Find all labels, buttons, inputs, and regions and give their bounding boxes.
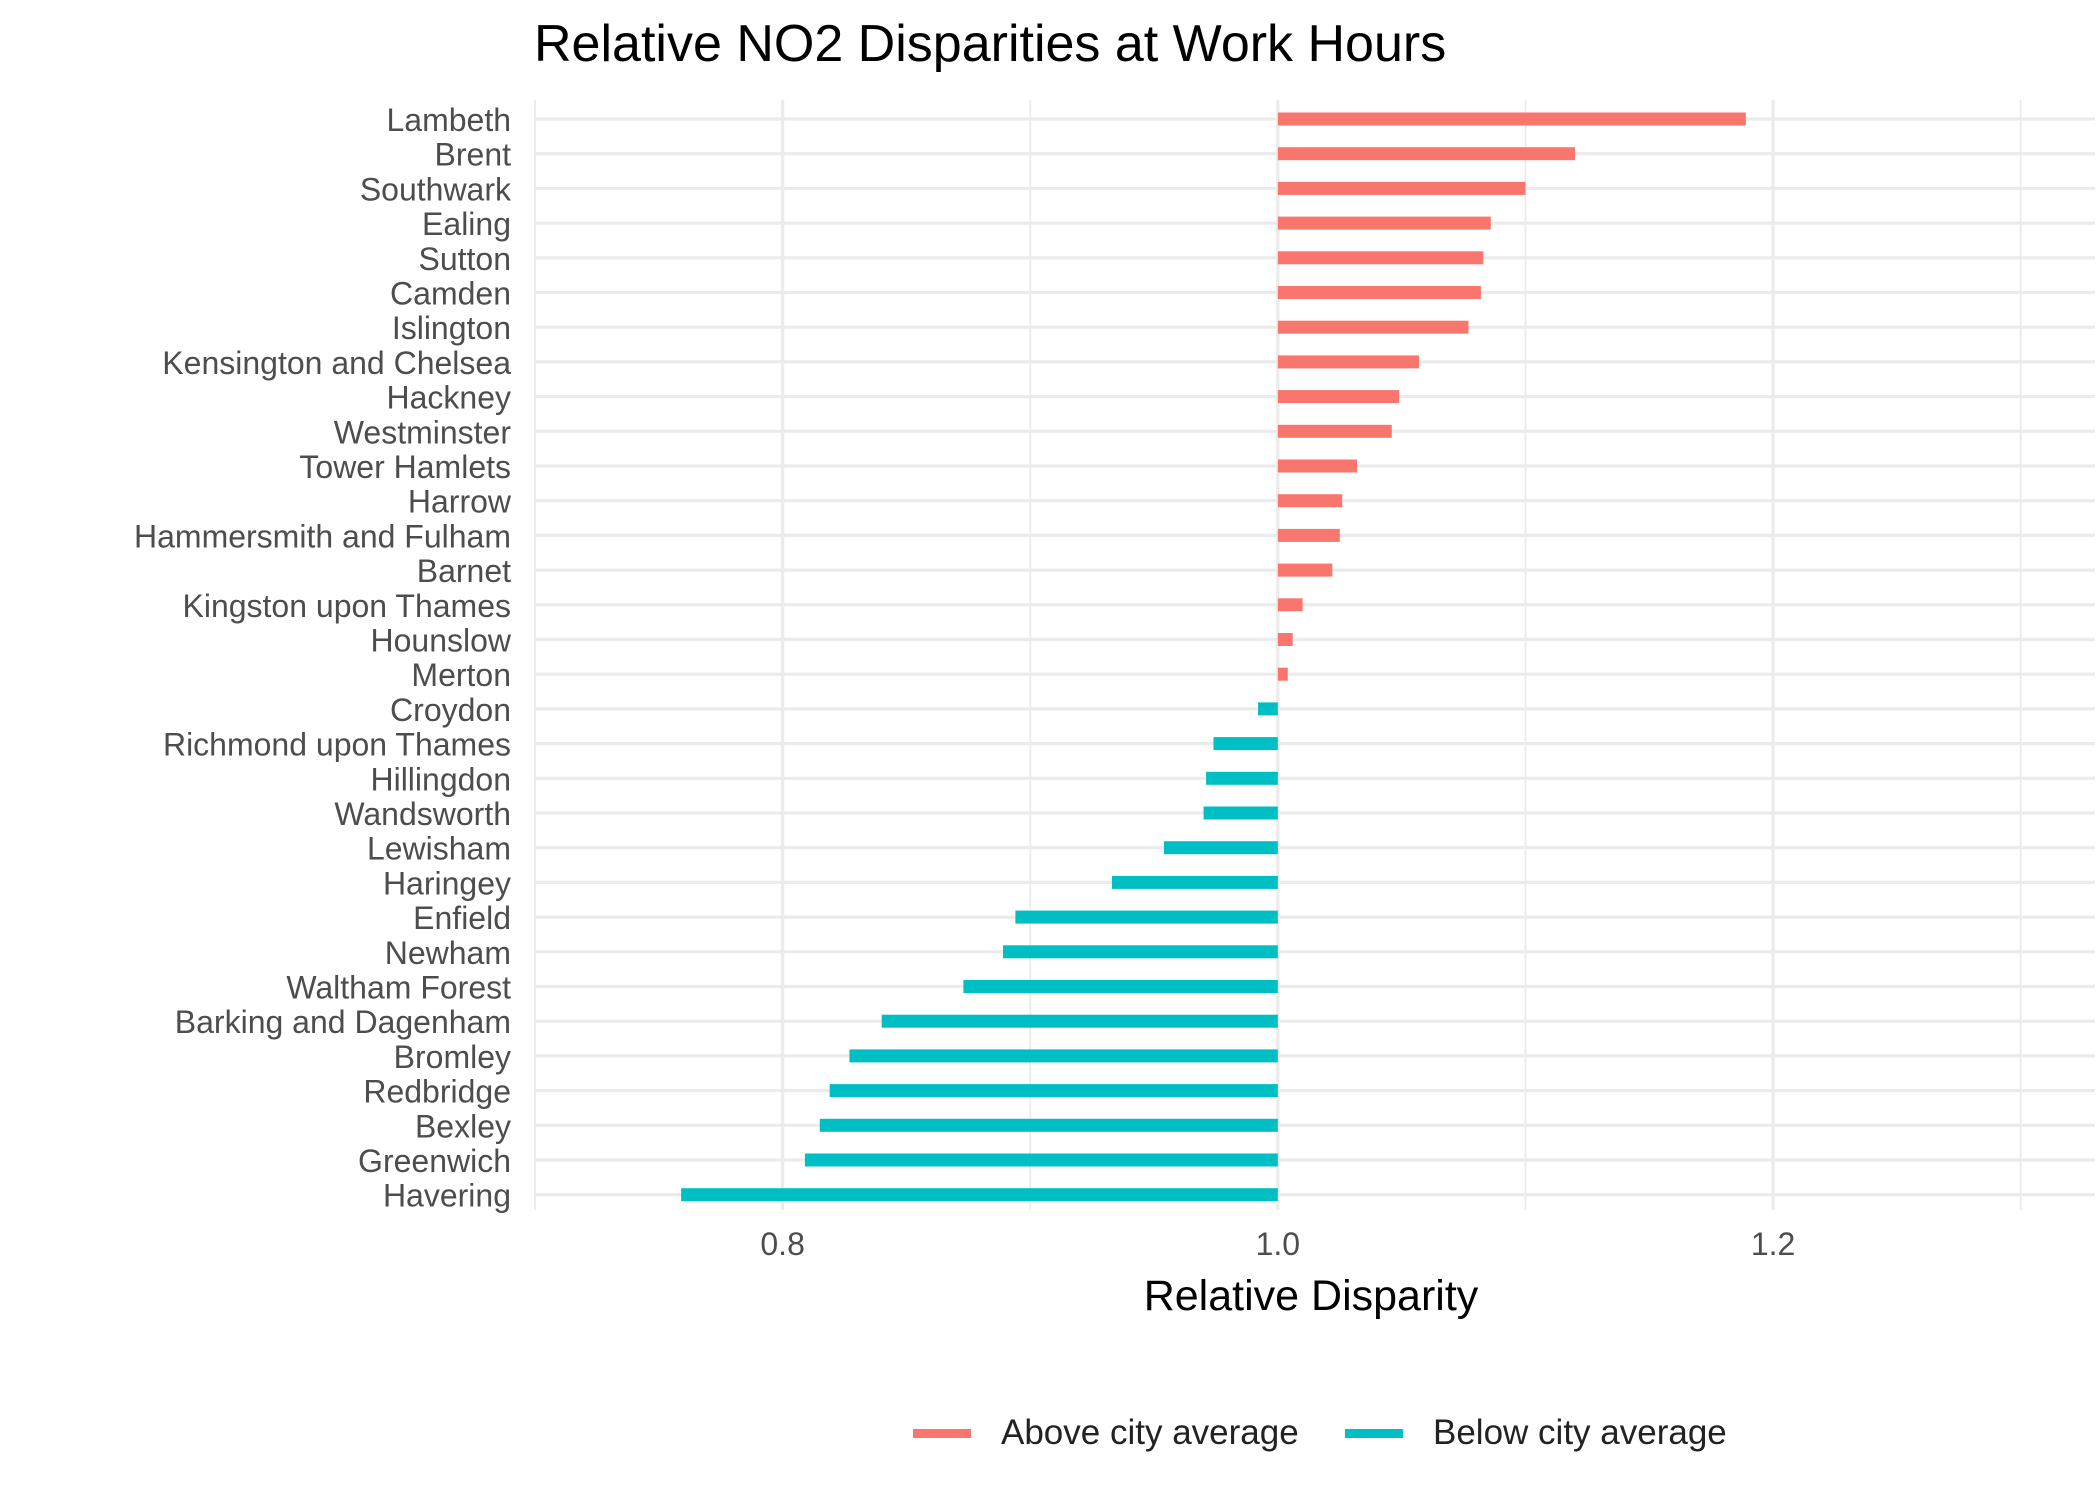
- bar-camden: [1277, 286, 1481, 299]
- bar-islington: [1277, 320, 1469, 334]
- bar-sutton: [1277, 251, 1484, 265]
- legend-label-below: Below city average: [1433, 1413, 1727, 1452]
- bar-hounslow: [1277, 633, 1293, 646]
- bar-newham: [1003, 945, 1278, 959]
- bar-tower-hamlets: [1277, 459, 1358, 473]
- y-axis-label: Southwark: [360, 171, 512, 207]
- grid-lines: [534, 100, 2095, 1210]
- bar-harrow: [1277, 494, 1343, 508]
- bar-kingston-upon-thames: [1277, 598, 1303, 612]
- bar-bexley: [819, 1118, 1278, 1132]
- y-axis-label: Bromley: [394, 1039, 511, 1075]
- bar-waltham-forest: [963, 980, 1278, 993]
- x-axis-ticks: 0.8 1.0 1.2: [760, 1226, 1795, 1262]
- bar-barking-and-dagenham: [881, 1014, 1278, 1028]
- y-axis-label: Haringey: [383, 865, 511, 901]
- bar-barnet: [1277, 563, 1333, 577]
- bars: [681, 112, 1746, 1202]
- y-axis-label: Hounslow: [370, 623, 511, 659]
- bar-haringey: [1111, 875, 1278, 889]
- y-axis-label: Lewisham: [367, 831, 511, 867]
- y-axis-label: Croydon: [390, 692, 511, 728]
- bar-brent: [1277, 147, 1575, 161]
- y-axis-label: Kingston upon Thames: [182, 588, 511, 624]
- y-axis-label: Kensington and Chelsea: [162, 345, 511, 381]
- bar-redbridge: [829, 1084, 1278, 1098]
- y-axis-label: Newham: [385, 935, 511, 971]
- bar-ealing: [1277, 216, 1491, 230]
- y-axis-label: Harrow: [408, 484, 512, 520]
- y-axis-label: Enfield: [413, 900, 511, 936]
- y-axis-label: Redbridge: [363, 1074, 511, 1110]
- y-axis-label: Lambeth: [386, 102, 511, 138]
- y-axis-label: Hillingdon: [370, 761, 511, 797]
- y-axis-label: Brent: [435, 137, 512, 173]
- bar-greenwich: [804, 1153, 1278, 1167]
- bar-lambeth: [1277, 112, 1746, 126]
- y-axis-label: Camden: [390, 276, 511, 312]
- y-axis-label: Waltham Forest: [286, 970, 511, 1006]
- bar-lewisham: [1163, 841, 1278, 855]
- y-axis-label: Hackney: [387, 380, 512, 416]
- legend-label-above: Above city average: [1001, 1413, 1299, 1452]
- legend: Above city average Below city average: [0, 1408, 2100, 1458]
- y-axis-label: Greenwich: [358, 1143, 511, 1179]
- y-axis-label: Ealing: [422, 206, 511, 242]
- legend-swatch-above: [913, 1428, 971, 1438]
- bar-bromley: [849, 1049, 1278, 1063]
- y-axis-label: Sutton: [418, 241, 511, 277]
- bar-havering: [681, 1188, 1278, 1202]
- y-axis-label: Islington: [392, 310, 511, 346]
- bar-richmond-upon-thames: [1213, 737, 1278, 751]
- bar-wandsworth: [1203, 806, 1278, 820]
- bar-merton: [1277, 667, 1288, 681]
- bar-hammersmith-and-fulham: [1277, 528, 1340, 542]
- y-axis-label: Wandsworth: [334, 796, 511, 832]
- bar-southwark: [1277, 181, 1526, 195]
- y-axis-label: Westminster: [334, 414, 512, 450]
- y-axis-label: Richmond upon Thames: [163, 727, 511, 763]
- x-tick-label: 0.8: [760, 1226, 804, 1262]
- bar-enfield: [1015, 910, 1278, 924]
- x-axis-title: Relative Disparity: [1144, 1272, 1479, 1320]
- y-axis-label: Hammersmith and Fulham: [134, 518, 511, 554]
- y-axis-label: Barnet: [417, 553, 511, 589]
- y-axis-label: Barking and Dagenham: [175, 1004, 511, 1040]
- x-tick-label: 1.0: [1256, 1226, 1300, 1262]
- y-axis-label: Tower Hamlets: [299, 449, 511, 485]
- y-axis-label: Merton: [411, 657, 511, 693]
- y-axis-label: Havering: [383, 1178, 511, 1214]
- legend-item-above: Above city average: [913, 1408, 1299, 1458]
- x-tick-label: 1.2: [1751, 1226, 1795, 1262]
- chart-title: Relative NO2 Disparities at Work Hours: [534, 15, 1447, 73]
- legend-swatch-below: [1345, 1428, 1403, 1438]
- y-axis-label: Bexley: [415, 1108, 511, 1144]
- bar-westminster: [1277, 424, 1392, 438]
- legend-item-below: Below city average: [1345, 1408, 1727, 1458]
- bar-croydon: [1258, 702, 1278, 716]
- y-axis-labels: LambethBrentSouthwarkEalingSuttonCamdenI…: [134, 102, 512, 1214]
- bar-hillingdon: [1206, 771, 1278, 785]
- bar-kensington-and-chelsea: [1277, 355, 1419, 369]
- bar-hackney: [1277, 390, 1400, 404]
